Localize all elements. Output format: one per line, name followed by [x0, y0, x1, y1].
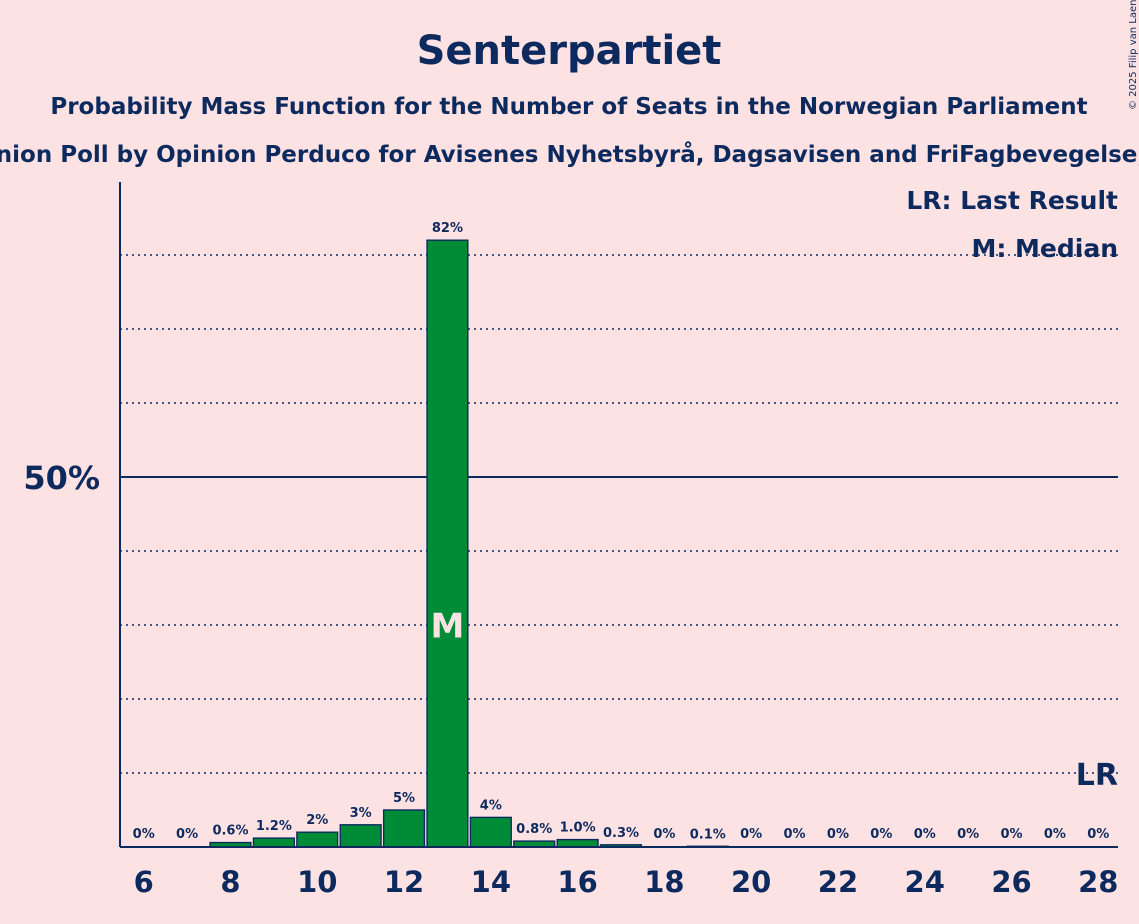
x-tick-16: 16	[557, 865, 597, 899]
data-label-seat-13: 82%	[432, 221, 463, 236]
bar-seat-11	[339, 824, 382, 848]
bar-seat-9	[252, 837, 295, 848]
x-tick-26: 26	[991, 865, 1031, 899]
bar-seat-12	[382, 809, 426, 848]
bars	[209, 239, 729, 848]
x-tick-6: 6	[134, 865, 154, 899]
bar-seat-10	[296, 831, 339, 848]
data-label-seat-16: 1.0%	[560, 821, 596, 836]
data-label-seat-28: 0%	[1087, 827, 1109, 842]
x-tick-22: 22	[818, 865, 858, 899]
chart-title: Senterpartiet	[417, 28, 722, 74]
x-tick-12: 12	[384, 865, 424, 899]
data-label-seat-14: 4%	[480, 798, 502, 813]
data-label-seat-12: 5%	[393, 791, 415, 806]
data-label-seat-23: 0%	[870, 827, 892, 842]
chart-poll-source: Opinion Poll by Opinion Perduco for Avis…	[0, 141, 1139, 168]
median-marker: M	[431, 607, 465, 647]
bar-seat-14	[469, 816, 512, 848]
y-tick-label: 50%	[23, 459, 100, 497]
data-label-seat-15: 0.8%	[516, 822, 552, 837]
x-tick-28: 28	[1078, 865, 1118, 899]
bar-seat-13	[426, 239, 469, 848]
gridlines	[120, 254, 1118, 774]
data-label-seat-6: 0%	[133, 827, 155, 842]
data-label-seat-7: 0%	[176, 827, 198, 842]
x-tick-20: 20	[731, 865, 771, 899]
last-result-marker: LR	[1076, 758, 1118, 793]
data-label-seat-22: 0%	[827, 827, 849, 842]
copyright-notice: © 2025 Filip van Laenen	[1128, 0, 1139, 110]
data-label-seat-19: 0.1%	[690, 827, 726, 842]
data-label-seat-20: 0%	[740, 827, 762, 842]
x-tick-24: 24	[905, 865, 945, 899]
data-label-seat-18: 0%	[653, 827, 675, 842]
x-tick-10: 10	[297, 865, 337, 899]
data-label-seat-9: 1.2%	[256, 819, 292, 834]
data-label-seat-8: 0.6%	[212, 824, 248, 839]
x-tick-14: 14	[471, 865, 511, 899]
data-label-seat-25: 0%	[957, 827, 979, 842]
x-tick-8: 8	[220, 865, 240, 899]
data-label-seat-24: 0%	[914, 827, 936, 842]
data-label-seat-26: 0%	[1000, 827, 1022, 842]
x-tick-labels: 6 8 10 12 14 16 18 20 22 24 26 28	[134, 865, 1119, 899]
data-label-seat-21: 0%	[784, 827, 806, 842]
data-labels: 0% 0% 0.6% 1.2% 2% 3% 5% 82% 4% 0.8% 1.0% 0.3% 0% 0.1…	[133, 221, 1110, 842]
legend-last-result: LR: Last Result	[906, 186, 1118, 215]
bar-seat-16	[556, 838, 599, 848]
data-label-seat-11: 3%	[350, 806, 372, 821]
data-label-seat-27: 0%	[1044, 827, 1066, 842]
data-label-seat-17: 0.3%	[603, 826, 639, 841]
chart-subtitle: Probability Mass Function for the Number…	[50, 94, 1087, 120]
legend-median: M: Median	[971, 234, 1118, 263]
x-tick-18: 18	[644, 865, 684, 899]
data-label-seat-10: 2%	[306, 813, 328, 828]
